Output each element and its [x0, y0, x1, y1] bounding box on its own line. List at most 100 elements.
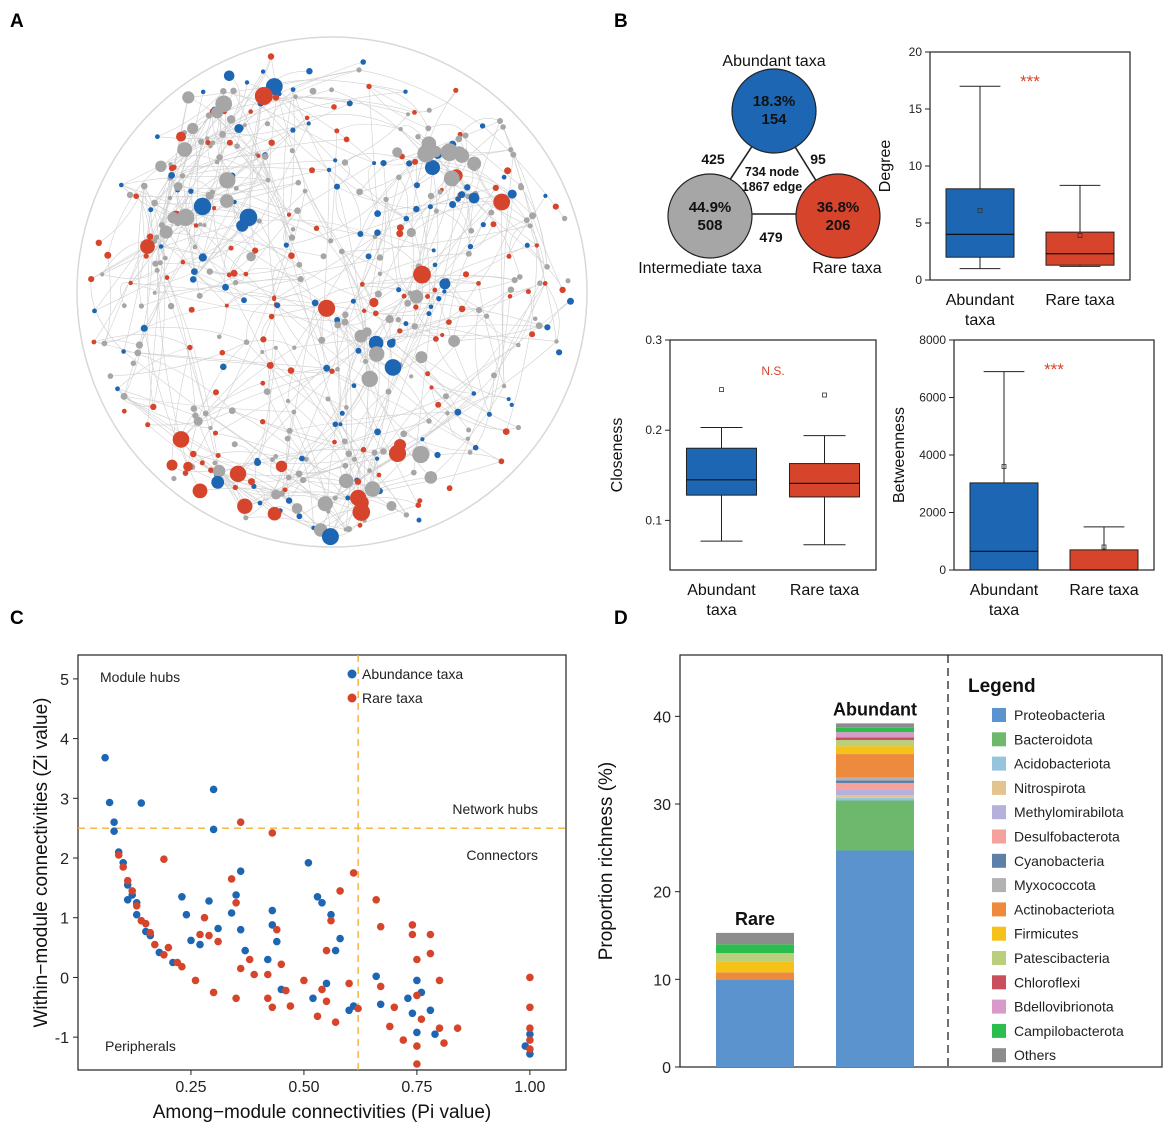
legend-swatch — [992, 805, 1006, 820]
abundant-point — [182, 910, 191, 919]
network-node — [433, 208, 439, 214]
network-node — [92, 308, 97, 314]
network-node — [272, 94, 280, 101]
rare-point — [526, 973, 534, 982]
network-node — [380, 160, 387, 167]
network-node — [329, 87, 334, 93]
network-node — [219, 349, 226, 356]
network-edge — [416, 187, 497, 297]
network-node — [510, 151, 517, 158]
network-edge — [281, 379, 368, 494]
network-node — [403, 321, 409, 327]
legend-swatch — [992, 708, 1006, 722]
abundant-node-circle — [731, 68, 817, 154]
network-edge — [529, 225, 557, 342]
network-edge — [293, 411, 331, 537]
network-edge — [330, 195, 461, 242]
abundant-point — [105, 798, 114, 807]
network-node — [284, 435, 291, 442]
network-node — [173, 182, 183, 191]
network-node — [368, 335, 384, 351]
y-tick-label: 10 — [909, 159, 923, 173]
network-edge — [489, 296, 511, 415]
network-node — [101, 340, 108, 347]
network-edge — [278, 79, 406, 92]
legend-swatch — [992, 999, 1006, 1014]
y-tick-label: 40 — [653, 709, 671, 726]
network-edge — [200, 69, 360, 143]
network-node — [400, 430, 408, 438]
network-edge — [215, 350, 359, 434]
rare-point — [413, 1060, 421, 1068]
abundant-point — [227, 909, 236, 917]
legend-item-label: Others — [1014, 1047, 1056, 1063]
network-node — [192, 483, 208, 499]
abundant-point — [318, 899, 326, 907]
network-edge — [377, 391, 389, 433]
network-edge — [123, 396, 219, 456]
network-boundary — [76, 36, 588, 548]
network-node — [188, 188, 194, 194]
network-edge — [228, 123, 309, 276]
network-node — [345, 526, 352, 533]
network-node — [323, 364, 331, 372]
network-node — [501, 383, 507, 389]
rare-point — [526, 1003, 534, 1012]
network-edge — [180, 351, 263, 440]
x-category-label: Abundant — [970, 582, 1039, 599]
network-node — [166, 459, 178, 471]
network-node — [455, 135, 463, 143]
abundant-point — [137, 799, 146, 807]
network-node — [254, 87, 273, 105]
bar-segment — [836, 797, 914, 801]
network-node — [542, 281, 548, 286]
network-edge — [282, 424, 336, 468]
network-edge — [338, 177, 400, 325]
legend-item-label: Campilobacterota — [1014, 1023, 1124, 1039]
rare-point — [123, 876, 132, 885]
network-node — [329, 368, 335, 374]
network-node — [318, 299, 336, 317]
network-node — [334, 321, 342, 329]
legend-label: Abundance taxa — [362, 666, 463, 682]
network-edge — [222, 352, 333, 373]
network-edge — [137, 352, 271, 366]
network-node — [291, 409, 297, 415]
network-edge — [520, 187, 548, 267]
network-node — [559, 286, 566, 294]
panel-a-group: A — [10, 11, 588, 548]
network-edge — [117, 388, 219, 456]
network-edge — [448, 201, 496, 323]
network-node — [350, 489, 367, 506]
network-node — [285, 497, 293, 504]
abundant-point — [241, 946, 249, 955]
network-node — [294, 207, 301, 214]
legend-swatch — [992, 1048, 1006, 1063]
network-node — [135, 341, 143, 349]
rare-point — [313, 1012, 322, 1021]
significance-label: N.S. — [761, 364, 784, 378]
network-node — [304, 115, 310, 121]
network-node — [306, 121, 311, 126]
network-node — [222, 283, 229, 291]
rare-point — [245, 955, 254, 964]
network-edge — [335, 186, 361, 235]
mean-marker — [1001, 464, 1007, 469]
network-edge — [377, 201, 502, 233]
rare-point — [408, 921, 417, 929]
abundant-point — [209, 825, 218, 834]
rare-point — [336, 887, 344, 895]
network-edge — [446, 280, 519, 346]
network-edge — [428, 123, 466, 136]
rare-point — [236, 964, 245, 973]
network-edge — [283, 89, 294, 246]
legend-swatch — [992, 951, 1006, 965]
network-node — [334, 183, 340, 190]
network-edge — [147, 424, 212, 471]
network-node — [95, 239, 103, 246]
network-node — [502, 428, 510, 435]
network-node — [233, 279, 239, 286]
network-node — [403, 215, 410, 222]
network-edge — [435, 120, 501, 339]
network-node — [413, 265, 431, 284]
